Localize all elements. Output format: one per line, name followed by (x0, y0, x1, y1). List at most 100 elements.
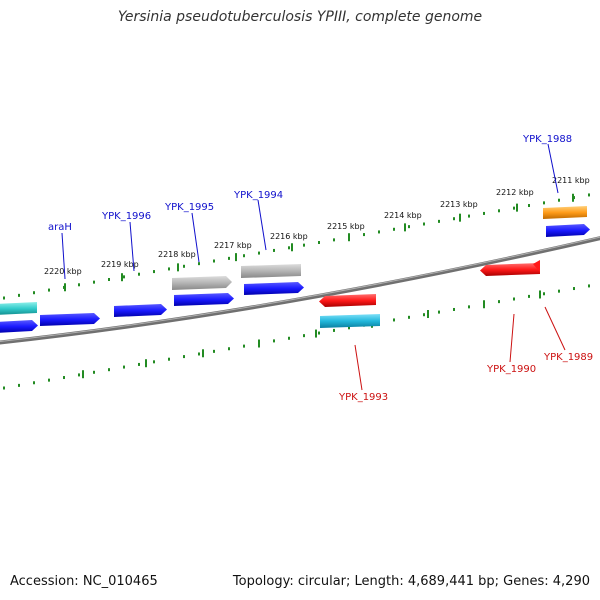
tick-dot (423, 222, 425, 226)
leader-line (257, 199, 267, 251)
tick-dot (453, 307, 455, 311)
tick-dot (123, 275, 125, 279)
leader-line (61, 232, 66, 280)
scale-label: 2218 kbp (158, 250, 196, 259)
tick-dot (243, 344, 245, 348)
tick-dot (168, 267, 170, 271)
tick-major (82, 370, 84, 379)
tick-dot (318, 241, 320, 245)
gene-feature (480, 263, 540, 276)
tick-dot (228, 347, 230, 351)
leader-line (509, 313, 515, 363)
scale-label: 2214 kbp (384, 211, 422, 220)
tick-dot (438, 219, 440, 223)
tick-major (235, 253, 237, 262)
gene-track (0, 206, 590, 333)
scale-label: 2219 kbp (101, 260, 139, 269)
tick-dot (543, 201, 545, 205)
tick-dot (138, 272, 140, 276)
scale-label: 2215 kbp (327, 222, 365, 231)
scale-label: 2213 kbp (440, 200, 478, 209)
tick-dot (258, 251, 260, 255)
tick-major (459, 213, 461, 222)
tick-dot (228, 256, 230, 260)
tick-dot (468, 214, 470, 218)
tick-dot (3, 386, 5, 390)
gene-label-reverse: YPK_1989 (543, 352, 593, 363)
tick-dot (408, 225, 410, 229)
gene-feature (543, 206, 587, 219)
label-leaders (61, 143, 566, 391)
gene-feature (244, 282, 304, 295)
tick-dot (498, 300, 500, 304)
gene-feature (320, 314, 380, 328)
tick-dot (288, 246, 290, 250)
tick-dot (543, 292, 545, 296)
tick-dot (558, 289, 560, 293)
tick-dot (168, 357, 170, 361)
tick-dot (138, 362, 140, 366)
tick-major (121, 273, 123, 282)
tick-dot (333, 238, 335, 242)
gene-label-reverse: YPK_1993 (338, 392, 388, 403)
tick-dot (483, 211, 485, 215)
tick-major (404, 223, 406, 232)
gene-feature (319, 294, 376, 307)
gene-label-forward: YPK_1994 (233, 190, 283, 201)
gene-feature (114, 304, 167, 317)
tick-major (64, 283, 66, 292)
tick-dot (18, 293, 20, 297)
tick-dot (348, 326, 350, 330)
gene-feature (241, 264, 301, 278)
tick-dot (393, 227, 395, 231)
tick-dot (198, 352, 200, 356)
tick-dot (78, 283, 80, 287)
gene-feature (174, 293, 234, 306)
leader-line (191, 212, 200, 263)
tick-dot (378, 230, 380, 234)
tick-major (258, 339, 260, 348)
scale-labels: 2220 kbp 2219 kbp 2218 kbp 2217 kbp 2216 kbp… (44, 176, 590, 276)
tick-dot (3, 296, 5, 300)
tick-dot (63, 376, 65, 380)
tick-dot (333, 328, 335, 332)
scale-label: 2211 kbp (552, 176, 590, 185)
tick-dot (318, 331, 320, 335)
tick-dot (273, 248, 275, 252)
gene-feature (546, 224, 590, 237)
gene-feature (172, 276, 232, 290)
gene-feature (40, 313, 100, 326)
tick-dot (528, 204, 530, 208)
tick-dot (153, 360, 155, 364)
gene-label-reverse: YPK_1990 (486, 364, 536, 375)
tick-dot (573, 287, 575, 291)
tick-dot (423, 313, 425, 317)
gene-label-forward: YPK_1995 (164, 202, 214, 213)
scale-label: 2217 kbp (214, 241, 252, 250)
tick-dot (513, 206, 515, 210)
tick-dot (453, 217, 455, 221)
map-title: Yersinia pseudotuberculosis YPIII, compl… (117, 9, 483, 25)
gene-label-forward: YPK_1988 (522, 134, 572, 145)
tick-dot (363, 233, 365, 237)
tick-dot (198, 262, 200, 266)
tick-dot (303, 243, 305, 247)
tick-dot (33, 291, 35, 295)
tick-dot (153, 270, 155, 274)
tick-dot (243, 254, 245, 258)
tick-dot (528, 294, 530, 298)
tick-major (202, 349, 204, 358)
leader-line (354, 344, 363, 391)
tick-major (291, 243, 293, 252)
tick-dot (288, 336, 290, 340)
leader-line (547, 143, 559, 194)
gene-feature (533, 260, 540, 272)
tick-dot (588, 193, 590, 197)
tick-dot (408, 315, 410, 319)
tick-dot (93, 280, 95, 284)
tick-major (539, 290, 541, 299)
tick-dot (108, 278, 110, 282)
gene-label-forward: araH (48, 222, 72, 233)
leader-line (129, 221, 135, 272)
